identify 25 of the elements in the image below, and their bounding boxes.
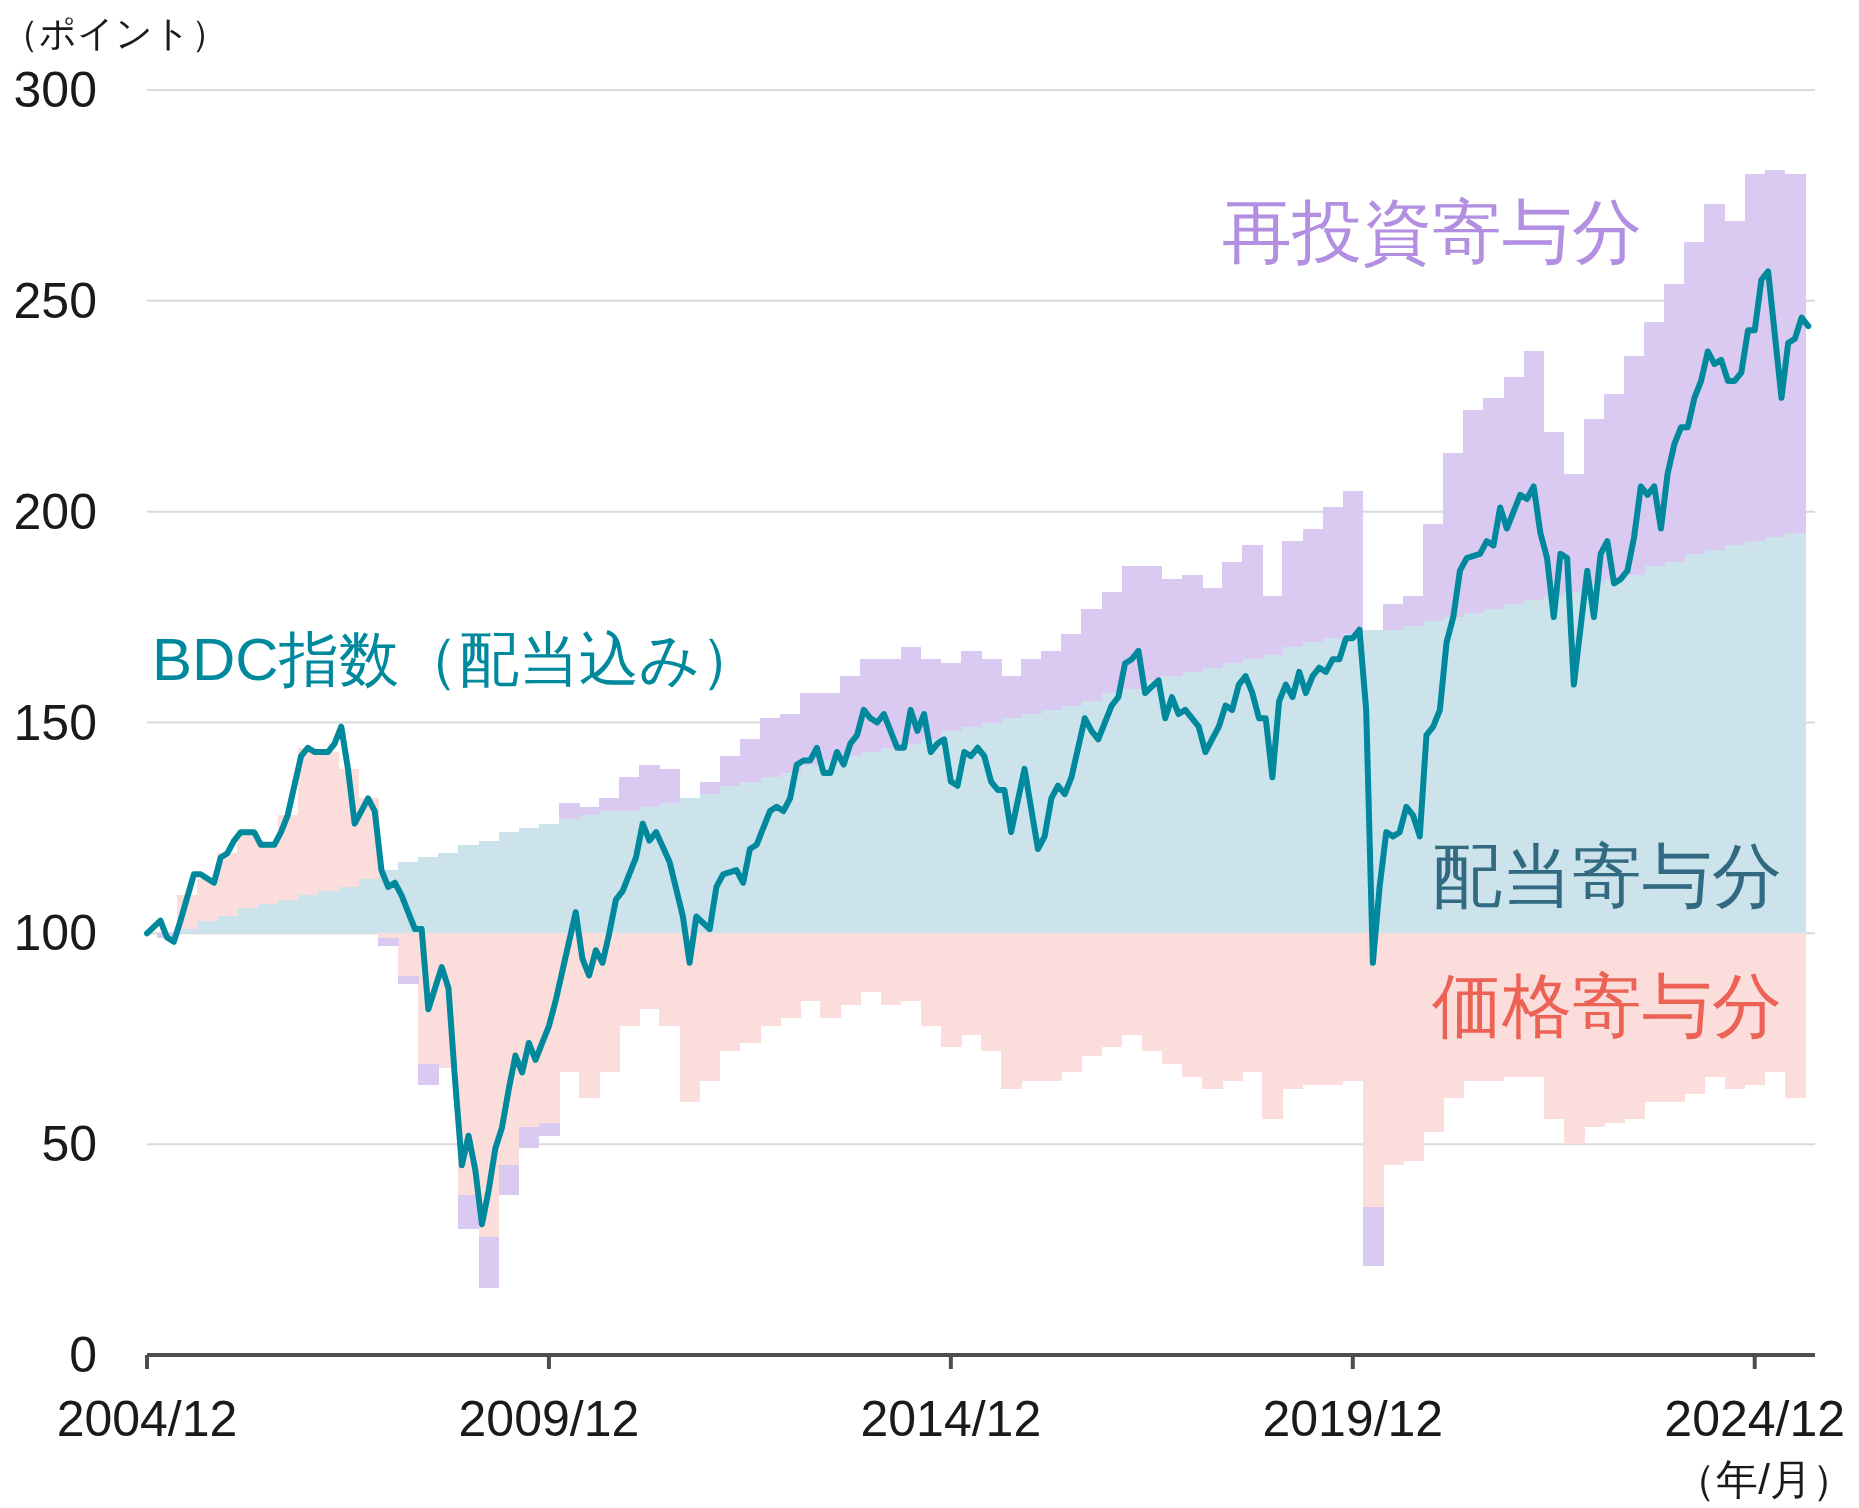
x-axis-title: （年/月）	[1674, 1456, 1854, 1503]
series-label: 再投資寄与分	[1222, 193, 1642, 271]
bar	[378, 937, 399, 946]
x-tick-label: 2004/12	[56, 1391, 238, 1447]
y-tick-label: 150	[13, 694, 97, 751]
x-tick-label: 2009/12	[458, 1391, 640, 1447]
y-tick-label: 100	[13, 905, 97, 962]
x-tick-label: 2014/12	[860, 1391, 1042, 1447]
y-tick-label: 250	[13, 272, 97, 329]
x-tick-label: 2019/12	[1262, 1391, 1444, 1447]
y-tick-label: 300	[13, 62, 97, 118]
bar	[478, 1236, 500, 1288]
bar	[418, 1064, 439, 1086]
bar	[398, 975, 419, 984]
series-label: BDC指数（配当込み）	[152, 626, 760, 693]
y-tick-label: 200	[13, 483, 97, 540]
series-label: 価格寄与分	[1432, 967, 1782, 1045]
series-label: 配当寄与分	[1432, 837, 1782, 915]
bar	[1362, 1207, 1384, 1267]
bar	[458, 1194, 480, 1229]
y-tick-label: 0	[69, 1327, 97, 1383]
bar	[498, 1165, 520, 1195]
x-tick-label: 2024/12	[1664, 1391, 1846, 1447]
y-tick-label: 50	[41, 1116, 97, 1173]
y-axis-title: （ポイント）	[2, 13, 228, 54]
